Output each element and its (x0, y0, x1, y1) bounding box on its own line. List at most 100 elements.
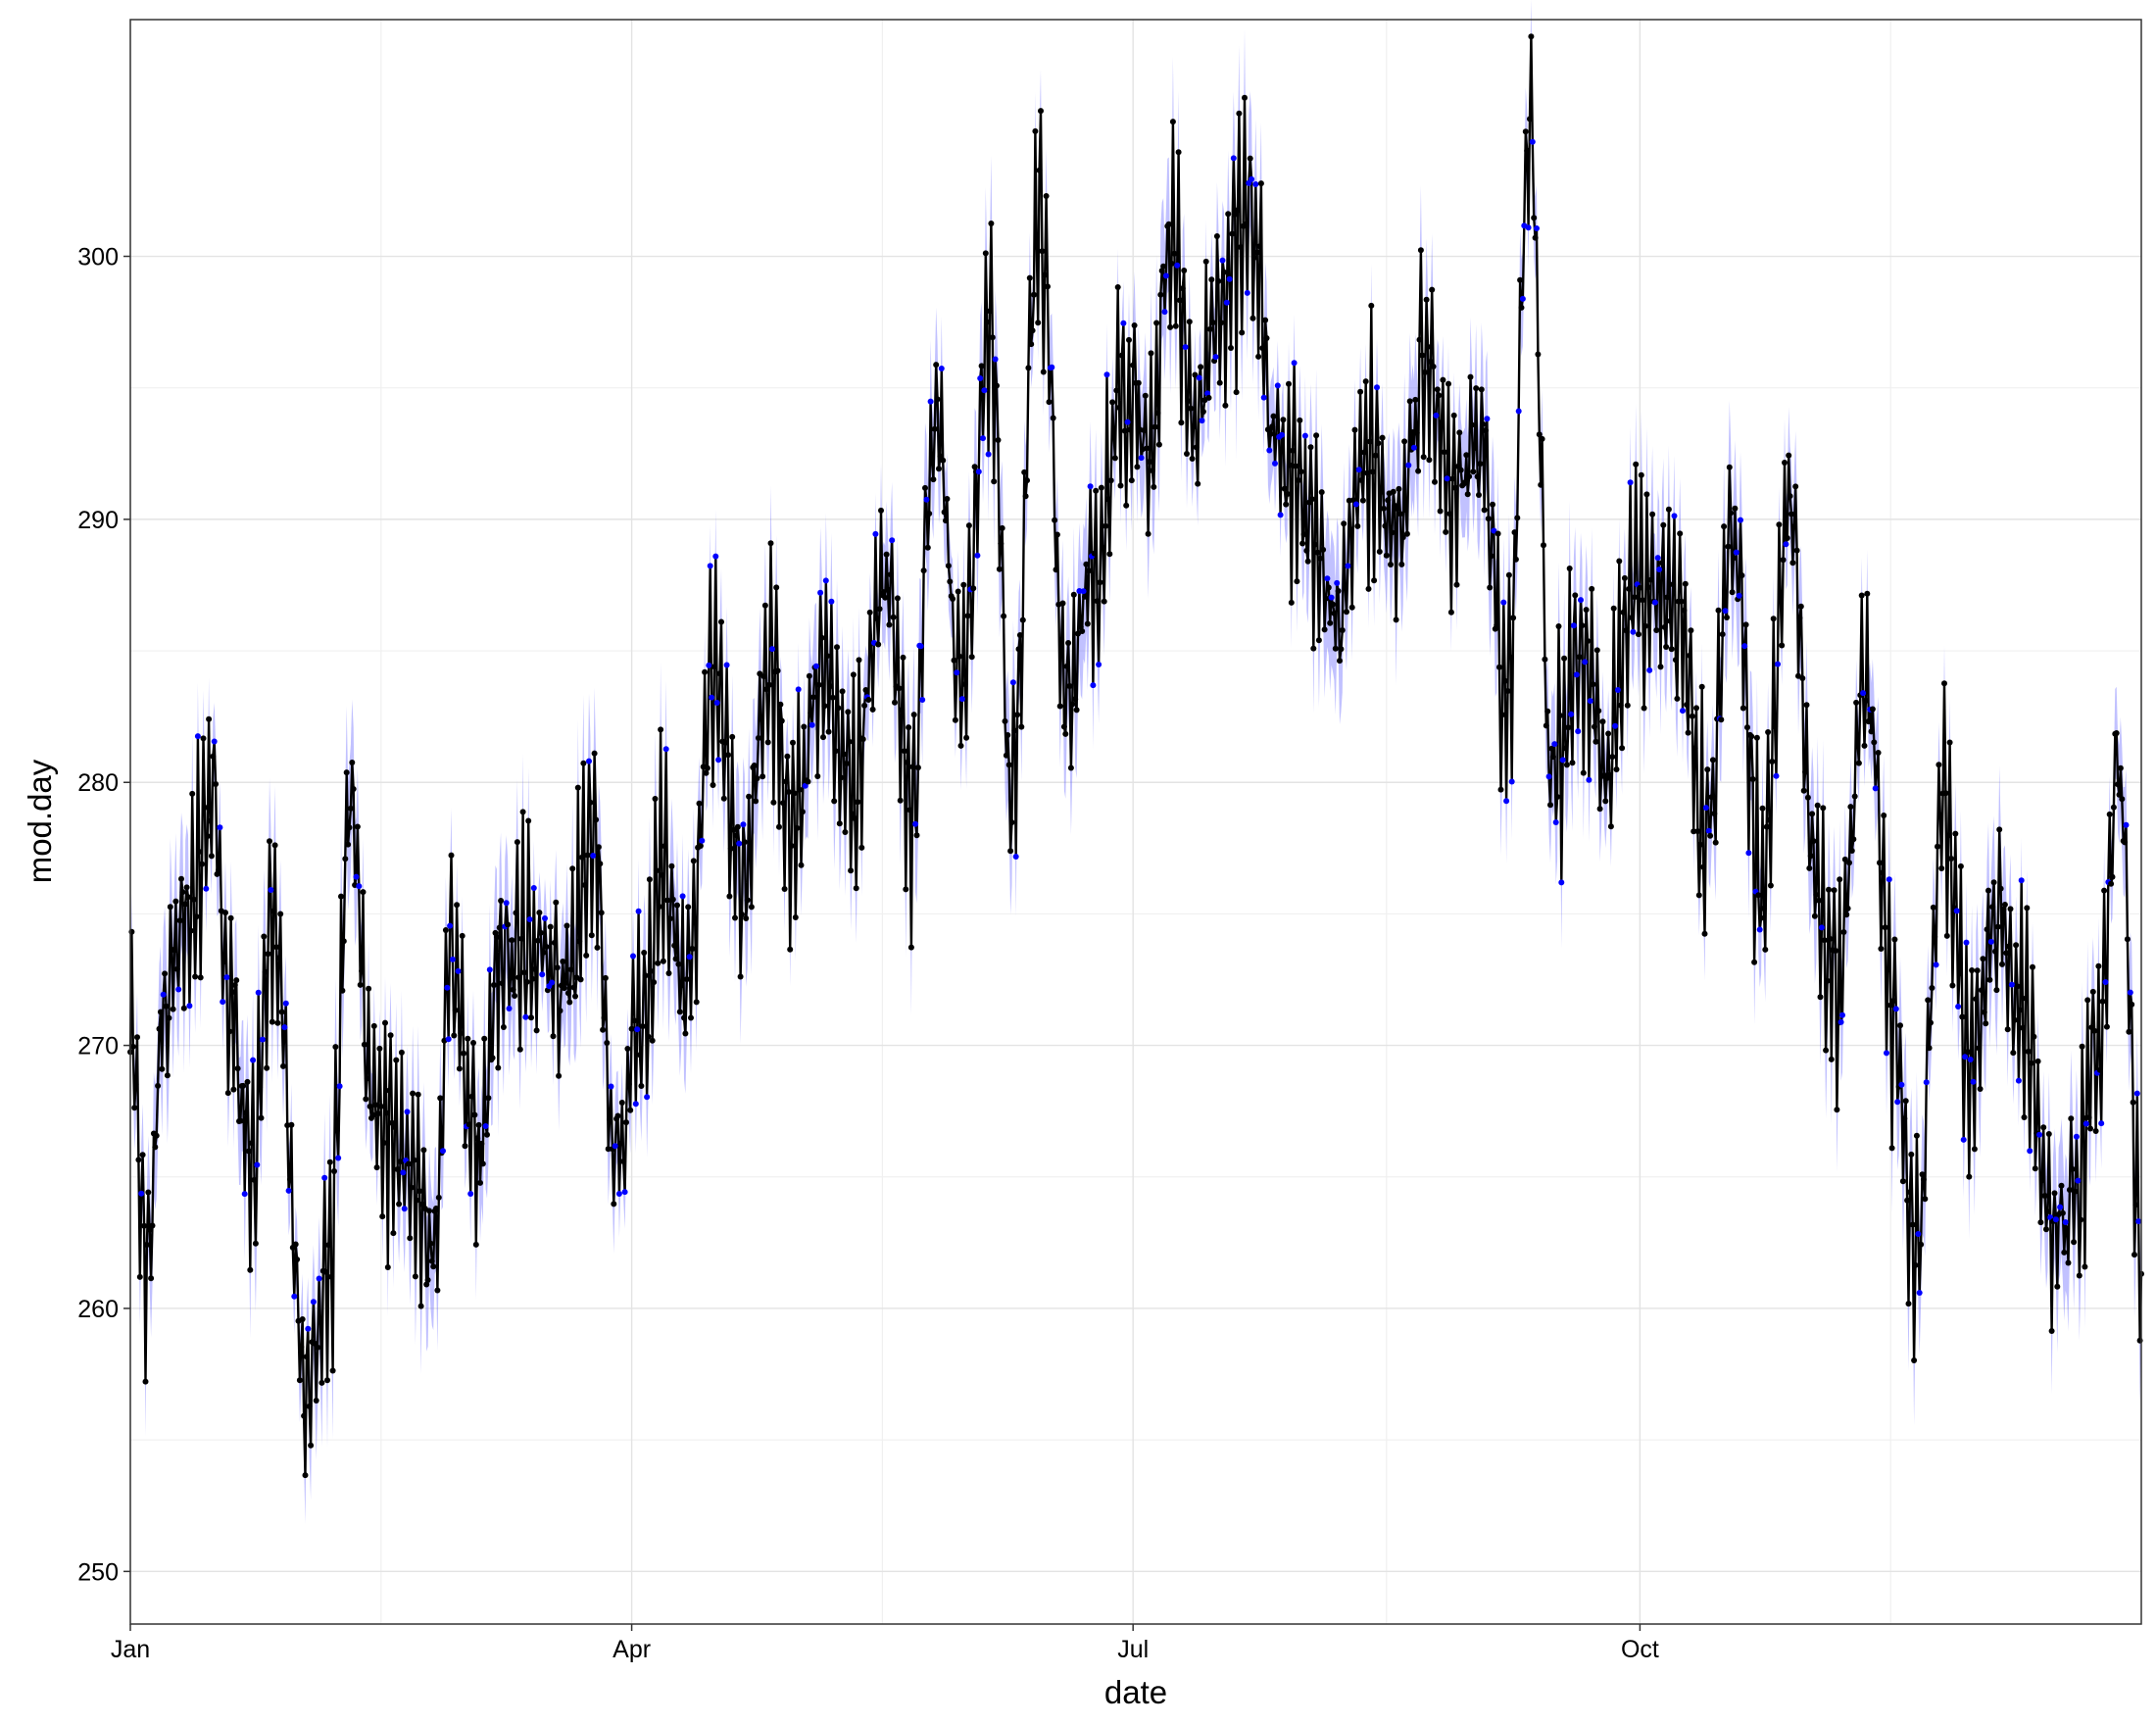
predicted-point (2135, 1218, 2142, 1225)
data-point (1033, 244, 1040, 250)
data-point (199, 861, 206, 867)
data-point (866, 609, 873, 616)
data-point (152, 1144, 159, 1151)
data-point (1003, 752, 1009, 759)
data-point (265, 951, 271, 958)
data-point (540, 949, 547, 956)
data-point (1664, 594, 1671, 601)
data-point (791, 790, 798, 797)
predicted-point (175, 986, 182, 993)
data-point (1522, 128, 1529, 135)
data-point (375, 1110, 381, 1117)
data-point (1178, 419, 1185, 426)
data-point (1357, 388, 1364, 395)
predicted-point (1503, 798, 1510, 805)
data-point (243, 1109, 250, 1116)
data-point (220, 959, 227, 965)
predicted-point (1568, 711, 1575, 717)
data-point (1897, 1022, 1903, 1029)
data-point (376, 1045, 383, 1052)
predicted-point (444, 984, 451, 991)
data-point (2032, 1165, 2038, 1172)
predicted-point (828, 598, 835, 605)
data-point (1014, 712, 1021, 718)
predicted-point (1230, 155, 1237, 162)
data-point (1670, 581, 1677, 588)
data-point (1879, 869, 1886, 876)
predicted-point (1096, 662, 1102, 667)
data-point (1229, 230, 1236, 237)
data-point (1104, 496, 1111, 503)
data-point (210, 753, 217, 760)
predicted-point (400, 1169, 407, 1176)
data-point (601, 1014, 608, 1021)
data-point (350, 786, 357, 792)
data-point (1172, 322, 1179, 329)
data-point (292, 1241, 299, 1248)
data-point (1473, 385, 1480, 392)
data-point (732, 914, 738, 921)
data-point (1770, 616, 1777, 622)
data-point (454, 902, 461, 909)
data-point (514, 839, 520, 846)
data-point (1062, 730, 1069, 737)
data-point (1779, 642, 1786, 649)
data-point (1383, 552, 1390, 559)
data-point (1930, 904, 1936, 911)
data-point (620, 1158, 627, 1164)
predicted-point (316, 1275, 322, 1282)
x-tick-label: Jan (111, 1636, 150, 1663)
predicted-point (706, 662, 712, 668)
data-point (1850, 836, 1857, 843)
data-point (774, 667, 781, 674)
data-point (187, 927, 194, 934)
predicted-point (220, 999, 226, 1006)
predicted-point (1962, 1054, 1969, 1060)
data-point (1728, 510, 1735, 517)
predicted-point (2075, 1177, 2082, 1184)
predicted-point (217, 824, 223, 831)
data-point (574, 784, 581, 791)
data-point (142, 1378, 149, 1385)
data-point (1430, 364, 1437, 370)
data-point (1641, 705, 1647, 712)
data-point (1171, 250, 1178, 257)
data-point (1396, 511, 1403, 518)
predicted-point (1500, 599, 1507, 606)
data-point (1999, 961, 2005, 967)
data-point (1311, 541, 1318, 548)
data-point (2022, 995, 2029, 1002)
data-point (458, 1030, 465, 1037)
data-point (315, 1344, 321, 1351)
data-point (1259, 345, 1266, 352)
data-point (852, 815, 858, 821)
data-point (1777, 592, 1784, 599)
predicted-point (712, 553, 719, 560)
predicted-point (2027, 1148, 2034, 1155)
data-point (692, 919, 699, 926)
data-point (547, 923, 554, 930)
data-point (1510, 615, 1517, 621)
predicted-point (974, 552, 981, 559)
data-point (471, 1111, 478, 1118)
data-point (1155, 441, 1162, 448)
data-point (569, 865, 576, 872)
data-point (1123, 502, 1130, 509)
data-point (201, 804, 208, 811)
predicted-point (1612, 722, 1619, 729)
data-point (1107, 477, 1114, 484)
predicted-point (503, 900, 510, 907)
data-point (904, 759, 910, 765)
data-point (1841, 856, 1848, 862)
data-point (553, 899, 560, 906)
data-point (1232, 211, 1239, 218)
data-point (551, 939, 558, 946)
data-point (1237, 244, 1244, 251)
data-point (405, 1160, 412, 1167)
data-point (799, 809, 806, 815)
data-point (639, 1023, 646, 1030)
data-point (1032, 127, 1039, 134)
data-point (519, 809, 526, 815)
data-point (1772, 723, 1779, 730)
predicted-point (186, 1003, 193, 1010)
